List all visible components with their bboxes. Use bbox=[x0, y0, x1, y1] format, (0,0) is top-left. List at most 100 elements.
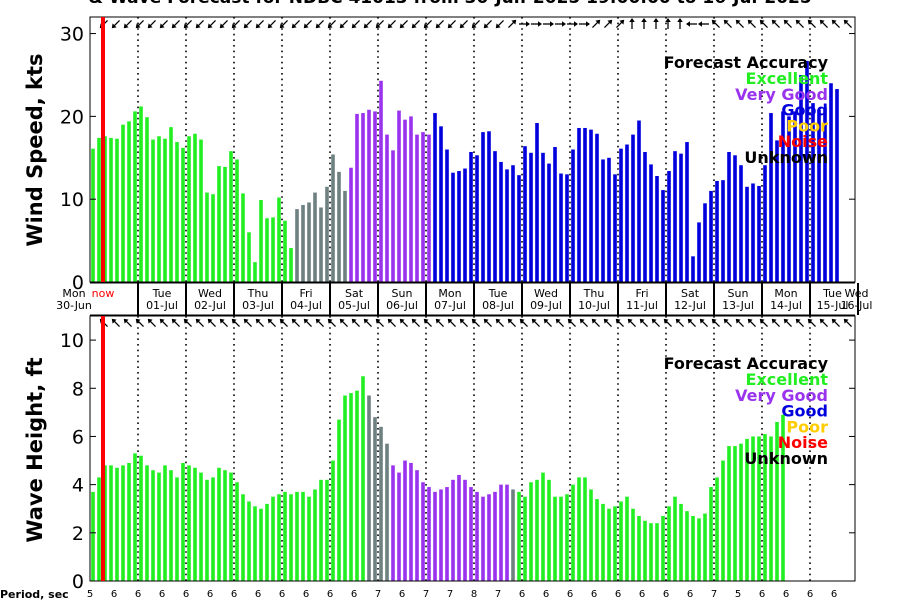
wind-bar bbox=[811, 103, 815, 283]
wind-bar bbox=[787, 116, 791, 283]
arrow-head bbox=[147, 23, 153, 29]
wave-bar bbox=[295, 491, 299, 581]
wave-legend-item: Good bbox=[781, 402, 828, 421]
wind-bar bbox=[373, 111, 377, 282]
wind-bar bbox=[823, 107, 827, 283]
wave-bar bbox=[307, 496, 311, 581]
wind-bar bbox=[433, 113, 437, 282]
wave-bar bbox=[91, 491, 95, 581]
wind-bar bbox=[475, 155, 479, 282]
period-value: 6 bbox=[543, 589, 549, 600]
period-value: 6 bbox=[759, 589, 765, 600]
wave-bar bbox=[613, 506, 617, 581]
wind-bar bbox=[739, 165, 743, 282]
wind-bar bbox=[547, 163, 551, 282]
wave-direction-arrow bbox=[459, 318, 468, 327]
wave-direction-arrow bbox=[423, 318, 432, 327]
wind-bar bbox=[355, 113, 359, 282]
wave-direction-arrow bbox=[315, 318, 324, 327]
wind-panel: 0 10 20 30 Wind Speed, kts bbox=[23, 16, 856, 294]
wave-bar bbox=[139, 455, 143, 581]
wave-bar bbox=[151, 470, 155, 581]
arrow-head bbox=[243, 23, 249, 29]
date-strip: Mon30-JunTue01-JulWed02-JulThu03-JulFri0… bbox=[56, 282, 872, 316]
wind-direction-arrow bbox=[519, 21, 530, 27]
wave-legend-item: Noise bbox=[778, 433, 828, 452]
wave-bar bbox=[451, 479, 455, 581]
wave-bar bbox=[619, 501, 623, 581]
wave-direction-arrow bbox=[111, 318, 120, 327]
wave-bar bbox=[361, 376, 365, 581]
wind-legend-item: Unknown bbox=[744, 148, 828, 167]
date-label: 30-Jun bbox=[56, 299, 92, 312]
wind-bar bbox=[553, 147, 557, 282]
wave-bar bbox=[763, 434, 767, 581]
arrow-head bbox=[771, 19, 777, 25]
period-axis-label: Period, sec bbox=[0, 588, 69, 600]
arrow-head bbox=[159, 23, 165, 29]
date-label: 02-Jul bbox=[194, 299, 226, 312]
wave-direction-arrow bbox=[603, 318, 612, 327]
wave-direction-arrow bbox=[291, 318, 300, 327]
arrow-head bbox=[562, 21, 566, 27]
wind-bar bbox=[799, 74, 803, 282]
wind-direction-arrow bbox=[629, 18, 635, 29]
wave-direction-arrow bbox=[507, 318, 516, 327]
arrow-head bbox=[195, 318, 201, 324]
arrow-head bbox=[231, 318, 237, 324]
arrow-head bbox=[699, 318, 705, 324]
wave-direction-arrow bbox=[399, 318, 408, 327]
wave-bar bbox=[259, 508, 263, 581]
wave-y-axis-ticks: 0 2 4 6 8 10 bbox=[60, 330, 855, 593]
period-value: 6 bbox=[279, 589, 285, 600]
wind-bar bbox=[451, 172, 455, 282]
wave-bar bbox=[607, 508, 611, 581]
wave-direction-arrow bbox=[255, 318, 264, 327]
wind-bar bbox=[835, 89, 839, 282]
wind-bar bbox=[685, 142, 689, 282]
wind-bar bbox=[133, 111, 137, 282]
wind-direction-arrow bbox=[435, 20, 444, 29]
date-label: 04-Jul bbox=[290, 299, 322, 312]
wind-bar bbox=[775, 140, 779, 282]
arrow-head bbox=[483, 318, 489, 324]
wave-y-tick-label: 0 bbox=[72, 571, 84, 593]
wind-legend-item: Poor bbox=[786, 116, 828, 135]
wind-direction-arrow bbox=[555, 21, 566, 27]
wind-bar bbox=[691, 256, 695, 282]
arrow-head bbox=[219, 318, 225, 324]
wind-y-tick-label: 30 bbox=[60, 24, 84, 46]
wave-bar bbox=[421, 482, 425, 581]
arrow-head bbox=[231, 23, 237, 29]
wind-bar bbox=[595, 133, 599, 282]
arrow-head bbox=[363, 23, 369, 29]
arrow-head bbox=[686, 21, 690, 27]
wave-direction-arrow bbox=[387, 318, 396, 327]
wind-bar bbox=[463, 168, 467, 282]
period-value: 6 bbox=[663, 589, 669, 600]
wave-bar bbox=[667, 506, 671, 581]
wave-direction-arrow bbox=[195, 318, 204, 327]
arrow-head bbox=[147, 318, 153, 324]
wave-bar bbox=[565, 494, 569, 581]
day-of-week-label: Thu bbox=[583, 287, 605, 300]
arrow-head bbox=[831, 19, 837, 25]
arrow-head bbox=[339, 23, 345, 29]
wave-bar bbox=[391, 465, 395, 581]
wave-direction-arrow bbox=[771, 318, 780, 327]
arrow-head bbox=[411, 23, 417, 29]
wave-y-tick-label: 2 bbox=[72, 523, 84, 545]
wave-bar bbox=[535, 479, 539, 581]
wave-bar bbox=[703, 513, 707, 581]
wave-bar bbox=[379, 426, 383, 581]
wind-bar bbox=[379, 80, 383, 283]
arrow-head bbox=[619, 19, 625, 25]
wave-bar bbox=[205, 479, 209, 581]
wind-bar bbox=[229, 151, 233, 282]
arrow-head bbox=[327, 318, 333, 324]
wave-bar bbox=[655, 523, 659, 581]
wave-direction-arrow bbox=[735, 318, 744, 327]
day-of-week-label: Mon bbox=[62, 287, 85, 300]
wind-bar bbox=[757, 185, 761, 282]
